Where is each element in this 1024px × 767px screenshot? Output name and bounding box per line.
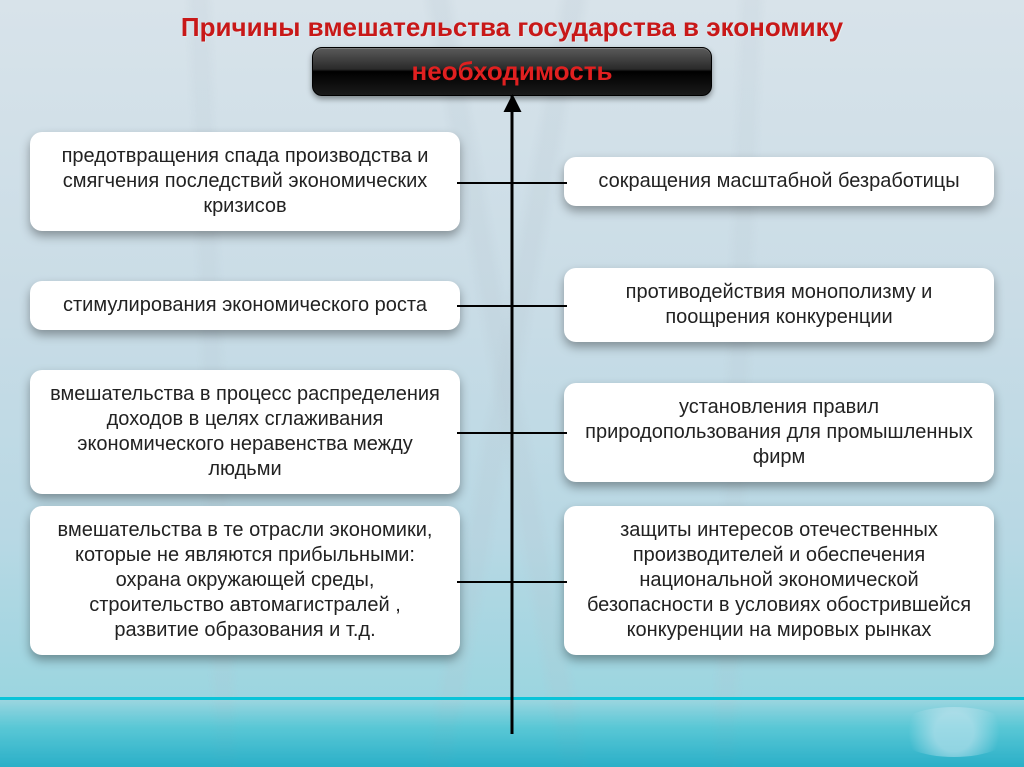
row-connector	[457, 305, 567, 307]
row-connector	[457, 432, 567, 434]
reason-card-left: вмешательства в те отрасли экономики, ко…	[30, 506, 460, 655]
reason-card-left: предотвращения спада производства и смяг…	[30, 132, 460, 231]
necessity-badge: необходимость	[312, 47, 712, 96]
reason-card-right: установления правил природопользования д…	[564, 383, 994, 482]
reason-card-left: вмешательства в процесс распределения до…	[30, 370, 460, 494]
diagram-row: вмешательства в процесс распределения до…	[30, 370, 994, 494]
diagram-row: предотвращения спада производства и смяг…	[30, 132, 994, 231]
diagram-row: вмешательства в те отрасли экономики, ко…	[30, 506, 994, 655]
row-connector	[457, 182, 567, 184]
reason-card-right: сокращения масштабной безработицы	[564, 157, 994, 206]
diagram-row: стимулирования экономического роста прот…	[30, 268, 994, 342]
slide-title: Причины вмешательства государства в экон…	[30, 12, 994, 43]
reason-card-right: противодействия монополизму и поощрения …	[564, 268, 994, 342]
diagram: предотвращения спада производства и смяг…	[30, 96, 994, 746]
slide-container: Причины вмешательства государства в экон…	[0, 0, 1024, 767]
reason-card-right: защиты интересов отечественных производи…	[564, 506, 994, 655]
reason-card-left: стимулирования экономического роста	[30, 281, 460, 330]
row-connector	[457, 581, 567, 583]
